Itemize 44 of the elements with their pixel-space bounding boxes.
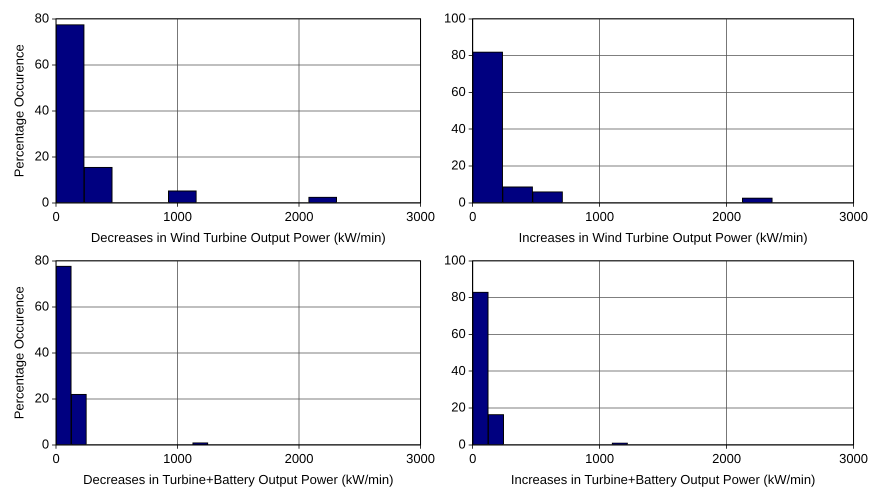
x-tick-label: 0 (469, 451, 476, 466)
y-tick-label: 20 (34, 390, 50, 406)
x-axis-title: Decreases in Wind Turbine Output Power (kW/min) (90, 230, 386, 245)
y-tick-label: 0 (42, 194, 50, 210)
y-tick-label: 40 (451, 362, 466, 378)
y-axis-title: Percentage Occurence (11, 286, 26, 420)
x-tick-label: 1000 (163, 209, 192, 224)
x-tick-label: 3000 (406, 451, 435, 466)
x-tick-label: 3000 (406, 209, 435, 224)
x-tick-label: 2000 (284, 451, 314, 466)
x-axis-title: Increases in Turbine+Battery Output Power (kW/min) (510, 472, 816, 487)
y-tick-label: 80 (34, 10, 50, 26)
y-tick-label: 20 (451, 158, 466, 173)
x-tick-label: 2000 (712, 209, 742, 224)
y-tick-label: 80 (451, 289, 466, 304)
y-tick-label: 60 (451, 326, 466, 341)
x-tick-label: 3000 (839, 451, 868, 466)
x-axis-title: Decreases in Turbine+Battery Output Power (kW/min) (83, 472, 394, 487)
y-tick-label: 60 (451, 84, 466, 99)
x-tick-label: 2000 (712, 451, 742, 466)
x-tick-label: 0 (52, 451, 60, 466)
y-tick-label: 100 (444, 252, 466, 268)
y-tick-label: 60 (34, 56, 50, 72)
y-tick-label: 60 (34, 298, 50, 314)
x-tick-label: 1000 (585, 209, 614, 224)
y-tick-label: 0 (458, 194, 466, 210)
y-tick-label: 40 (34, 344, 50, 360)
x-axis-title: Increases in Wind Turbine Output Power (kW/min) (518, 230, 808, 245)
x-tick-label: 3000 (839, 209, 868, 224)
x-tick-label: 0 (469, 209, 476, 224)
y-tick-label: 40 (451, 120, 466, 136)
y-axis-title: Percentage Occurence (11, 44, 26, 178)
x-tick-label: 1000 (163, 451, 192, 466)
y-tick-label: 0 (42, 436, 50, 452)
x-tick-label: 0 (52, 209, 60, 224)
y-tick-label: 20 (451, 400, 466, 415)
y-tick-label: 20 (34, 148, 50, 164)
y-tick-label: 100 (444, 10, 466, 26)
x-tick-label: 1000 (585, 451, 614, 466)
y-tick-label: 0 (458, 436, 466, 452)
y-tick-label: 80 (451, 47, 466, 62)
x-tick-label: 2000 (284, 209, 314, 224)
y-tick-label: 80 (34, 252, 50, 268)
y-tick-label: 40 (34, 102, 50, 118)
